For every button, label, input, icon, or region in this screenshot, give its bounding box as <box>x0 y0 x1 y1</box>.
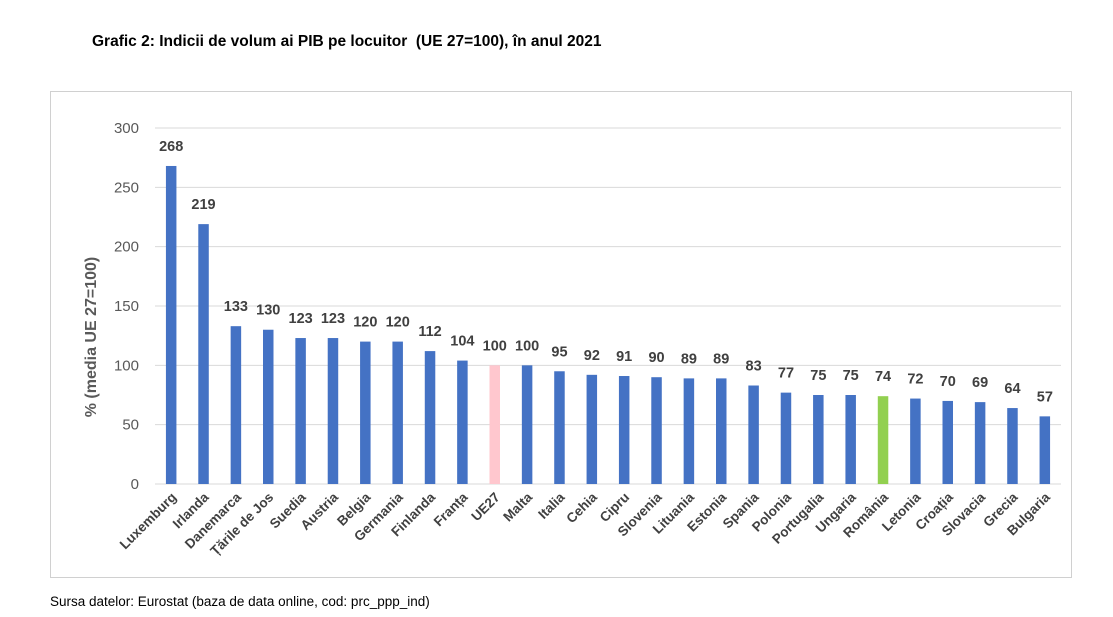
data-label: 130 <box>256 303 280 319</box>
data-label: 219 <box>191 197 215 213</box>
data-label: 72 <box>907 372 923 388</box>
y-tick-label: 200 <box>114 239 139 256</box>
chart-frame: 0 50 100 150 200 250 300 268 219 133 130 123 123 120… <box>50 91 1072 578</box>
bar <box>424 351 436 484</box>
data-label: 83 <box>746 359 762 375</box>
x-tick-label: Italia <box>535 489 568 522</box>
bar <box>716 378 727 484</box>
bar <box>586 374 598 484</box>
data-label: 95 <box>551 344 567 360</box>
data-label: 75 <box>843 368 859 384</box>
data-label: 133 <box>224 299 248 315</box>
bar <box>521 365 533 484</box>
data-label: 123 <box>321 311 345 327</box>
bar <box>327 338 339 484</box>
bar <box>198 224 209 484</box>
data-label: 57 <box>1037 389 1053 405</box>
bar <box>457 360 468 484</box>
bar <box>942 400 953 484</box>
data-label: 89 <box>681 351 697 367</box>
data-label: 77 <box>778 366 794 382</box>
bar <box>910 398 921 484</box>
data-label: 268 <box>159 139 183 155</box>
data-label: 100 <box>515 338 539 354</box>
data-label: 69 <box>972 375 988 391</box>
y-tick-label: 0 <box>131 476 139 493</box>
bar <box>748 385 759 484</box>
bar <box>360 341 371 484</box>
data-label: 64 <box>1004 381 1020 397</box>
y-axis-label: % (media UE 27=100) <box>83 257 100 418</box>
bar <box>230 326 242 484</box>
bar <box>618 376 630 484</box>
bar <box>165 165 177 484</box>
bar <box>877 396 889 484</box>
data-label: 100 <box>483 338 507 354</box>
bar <box>263 329 274 484</box>
data-label: 112 <box>418 324 441 340</box>
bar-chart: 0 50 100 150 200 250 300 268 219 133 130 123 123 120… <box>83 120 1061 558</box>
x-tick-label: Cehia <box>563 489 600 526</box>
bar <box>974 402 986 484</box>
bar <box>683 378 695 484</box>
data-label: 120 <box>353 315 377 331</box>
y-tick-label: 250 <box>114 179 139 196</box>
bar <box>780 392 792 484</box>
data-label: 70 <box>940 374 956 390</box>
bar <box>813 395 824 484</box>
bar <box>1007 408 1018 484</box>
y-tick-label: 150 <box>114 298 139 315</box>
data-label: 75 <box>810 368 826 384</box>
y-tick-label: 300 <box>114 120 139 137</box>
x-tick-label: Franța <box>431 489 471 529</box>
x-tick-label: UE27 <box>468 490 502 524</box>
chart-title: Grafic 2: Indicii de volum ai PIB pe loc… <box>92 33 602 50</box>
data-label: 104 <box>450 334 474 350</box>
data-label: 92 <box>584 348 600 364</box>
bar <box>554 371 565 484</box>
x-tick-label: Malta <box>500 489 535 524</box>
data-source-note: Sursa datelor: Eurostat (baza de data on… <box>50 594 430 609</box>
bar <box>651 377 662 484</box>
bar <box>295 338 306 484</box>
bar <box>1039 416 1051 484</box>
y-tick-label: 100 <box>114 357 139 374</box>
data-label: 120 <box>386 315 410 331</box>
data-label: 74 <box>875 369 891 385</box>
data-label: 90 <box>648 350 664 366</box>
bar <box>392 341 403 484</box>
bar <box>845 395 856 484</box>
y-tick-label: 50 <box>122 417 139 434</box>
data-label: 91 <box>616 349 632 365</box>
data-label: 123 <box>289 311 313 327</box>
data-label: 89 <box>713 351 729 367</box>
bar <box>489 365 500 484</box>
